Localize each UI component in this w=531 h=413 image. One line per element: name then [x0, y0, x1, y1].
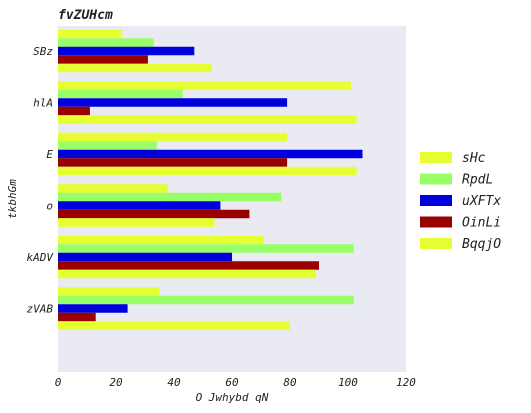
- bar-sHc-zVAB: [58, 287, 160, 296]
- legend-label-OinLi: OinLi: [462, 216, 501, 231]
- legend: sHc RpdL uXFTx OinLi BqqjO: [420, 151, 501, 252]
- bar-sHc-SBz: [58, 29, 122, 39]
- bar-sHc-o: [58, 184, 169, 193]
- bar-BqqjO-o: [58, 218, 215, 227]
- bar-uXFTx-E: [58, 149, 363, 159]
- x-tick-label: 0: [55, 376, 62, 389]
- bar-RpdL-SBz: [58, 38, 154, 47]
- x-tick-labels: 0 20 40 60 80 100 120: [55, 376, 417, 389]
- bar-sHc-hlA: [58, 81, 351, 90]
- chart-title: fvZUHcm: [58, 8, 113, 23]
- bar-BqqjO-SBz: [58, 63, 212, 73]
- bar-RpdL-hlA: [58, 89, 183, 99]
- bar-OinLi-E: [58, 158, 288, 167]
- legend-label-sHc: sHc: [462, 151, 486, 166]
- bar-OinLi-o: [58, 209, 250, 219]
- legend-label-RpdL: RpdL: [462, 173, 493, 188]
- legend-swatch-RpdL: [420, 173, 452, 185]
- y-tick-label: zVAB: [27, 303, 54, 316]
- x-tick-label: 80: [283, 376, 297, 389]
- y-tick-label: hlA: [33, 97, 53, 110]
- bar-sHc-E: [58, 132, 288, 142]
- legend-swatch-BqqjO: [420, 238, 452, 249]
- bar-BqqjO-kADV: [58, 269, 317, 279]
- x-tick-label: 20: [109, 376, 123, 389]
- bar-uXFTx-zVAB: [58, 304, 128, 313]
- bar-RpdL-kADV: [58, 244, 354, 253]
- bar-RpdL-o: [58, 192, 282, 202]
- bar-uXFTx-hlA: [58, 98, 288, 107]
- x-tick-label: 120: [396, 376, 416, 389]
- x-tick-label: 60: [225, 376, 239, 389]
- legend-label-BqqjO: BqqjO: [462, 237, 501, 252]
- legend-label-uXFTx: uXFTx: [462, 194, 501, 209]
- bar-uXFTx-kADV: [58, 252, 232, 262]
- x-tick-label: 40: [167, 376, 181, 389]
- y-tick-label: SBz: [33, 45, 53, 58]
- bar-BqqjO-E: [58, 166, 357, 176]
- bar-OinLi-zVAB: [58, 312, 96, 322]
- x-axis-label: O Jwhybd qN: [196, 391, 269, 404]
- bar-OinLi-hlA: [58, 106, 90, 116]
- x-tick-label: 100: [338, 376, 358, 389]
- legend-swatch-uXFTx: [420, 195, 452, 206]
- y-tick-label: kADV: [27, 251, 55, 264]
- y-axis-label: tkbhGm: [6, 179, 19, 219]
- bar-uXFTx-o: [58, 201, 221, 210]
- bar-OinLi-SBz: [58, 55, 148, 64]
- y-tick-labels: SBz hlA Eo kADV zVAB: [27, 45, 55, 316]
- bar-RpdL-zVAB: [58, 295, 354, 305]
- legend-swatch-sHc: [420, 152, 452, 163]
- bar-OinLi-kADV: [58, 261, 319, 270]
- y-tick-label: E: [46, 148, 53, 161]
- y-tick-label: o: [46, 200, 53, 213]
- bar-RpdL-E: [58, 141, 157, 150]
- legend-swatch-OinLi: [420, 216, 452, 228]
- bar-uXFTx-SBz: [58, 46, 195, 56]
- bar-BqqjO-zVAB: [58, 321, 290, 330]
- bar-sHc-kADV: [58, 235, 264, 245]
- bars-group: [58, 29, 363, 330]
- bar-BqqjO-hlA: [58, 115, 357, 124]
